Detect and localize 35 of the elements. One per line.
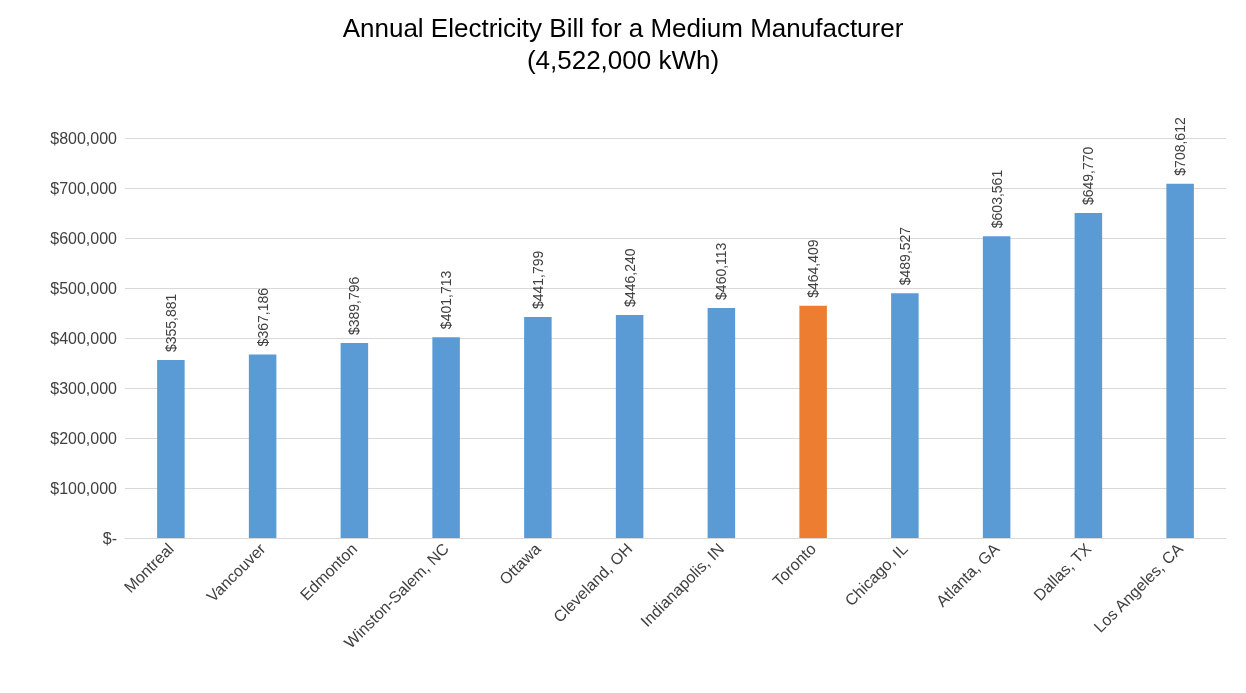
data-label: $489,527 xyxy=(896,226,913,286)
data-label: $367,186 xyxy=(254,287,271,347)
data-label: $708,612 xyxy=(1172,117,1189,176)
bar xyxy=(432,337,460,538)
data-label: $460,113 xyxy=(713,242,730,300)
bar xyxy=(891,293,919,538)
y-tick-label: $200,000 xyxy=(50,429,118,447)
bar xyxy=(157,360,185,538)
chart-title: Annual Electricity Bill for a Medium Manufacturer xyxy=(342,13,904,43)
data-label: $603,561 xyxy=(988,169,1005,229)
data-label: $401,713 xyxy=(438,270,455,330)
bar xyxy=(1074,213,1103,538)
bar xyxy=(615,314,644,538)
bar xyxy=(524,317,552,538)
data-label: $649,770 xyxy=(1080,146,1097,206)
data-label: $355,881 xyxy=(162,293,179,353)
y-tick-label: $700,000 xyxy=(50,179,118,197)
bar xyxy=(248,354,277,538)
bar xyxy=(982,236,1011,538)
y-tick-label: $500,000 xyxy=(50,279,118,297)
data-label: $446,240 xyxy=(621,248,638,307)
data-label: $441,799 xyxy=(529,250,546,310)
y-tick-label: $100,000 xyxy=(50,479,118,497)
y-tick-label: $600,000 xyxy=(50,229,118,247)
y-tick-label: $800,000 xyxy=(50,129,118,147)
bar xyxy=(707,307,736,538)
y-tick-label: $- xyxy=(102,529,117,547)
y-tick-label: $400,000 xyxy=(50,329,118,347)
y-tick-label: $300,000 xyxy=(50,379,118,397)
bar xyxy=(799,305,827,538)
data-label: $389,796 xyxy=(346,276,363,336)
bar xyxy=(340,343,369,538)
bar xyxy=(1166,183,1194,538)
chart-subtitle: (4,522,000 kWh) xyxy=(526,45,720,75)
data-label: $464,409 xyxy=(805,239,822,298)
